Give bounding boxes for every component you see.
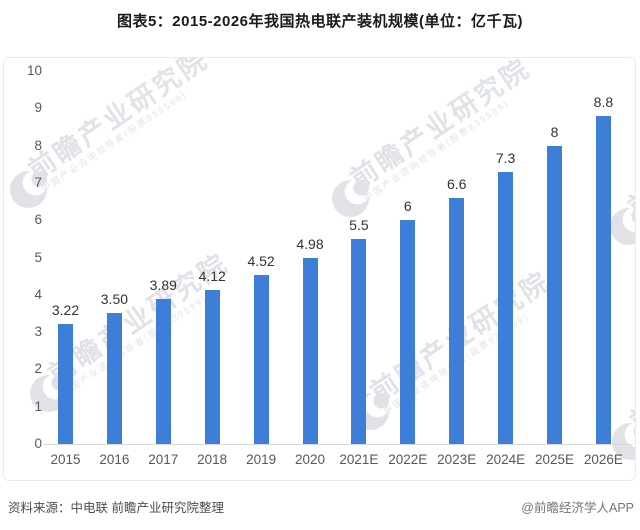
bar-value-label: 6 [403, 198, 412, 214]
bar-value-label: 4.98 [296, 236, 324, 252]
watermark-globe-icon [609, 207, 635, 246]
watermark-brand-text: 前瞻产业研究院 [23, 57, 214, 186]
bar [400, 220, 416, 444]
x-axis-label: 2021E [339, 452, 379, 467]
x-axis-label: 2019 [246, 452, 277, 467]
y-axis-label: 9 [34, 100, 42, 116]
watermark-brand-text: 前瞻产业研究院 [625, 295, 636, 438]
bar-value-label: 7.3 [495, 150, 516, 166]
chart-title: 图表5：2015-2026年我国热电联产装机规模(单位：亿千瓦) [116, 13, 524, 30]
y-axis-label: 3 [34, 324, 42, 340]
bar [547, 146, 562, 444]
x-axis-label: 2016 [99, 452, 130, 467]
bar-value-label: 4.52 [247, 253, 275, 269]
x-axis-label: 2017 [148, 452, 179, 467]
watermark-globe-icon [331, 179, 370, 218]
y-axis-label: 2 [34, 361, 42, 377]
bar-value-label: 3.50 [100, 291, 129, 307]
bar-value-label: 3.22 [51, 302, 80, 318]
watermark: 前瞻产业研究院中国产业咨询领导者(股票839599) [331, 58, 631, 218]
y-axis-label: 8 [34, 137, 42, 153]
bar-value-label: 3.89 [149, 277, 177, 293]
bar-value-label: 8 [550, 124, 559, 140]
x-axis-label: 2015 [50, 452, 81, 467]
y-axis-label: 5 [34, 249, 42, 265]
bar [595, 116, 611, 444]
bar [498, 172, 514, 444]
x-axis-line [44, 444, 633, 445]
bar [106, 313, 122, 444]
watermark: 前瞻产业研究院中国产业咨询领导者(股票839599) [9, 57, 309, 209]
x-axis-label: 2020 [294, 452, 326, 467]
x-axis-label: 2025E [534, 452, 575, 467]
x-axis-label: 2024E [486, 452, 526, 467]
bar-value-label: 6.6 [446, 176, 467, 192]
bar [58, 324, 73, 444]
bar [253, 275, 269, 444]
y-axis-label: 10 [26, 63, 42, 78]
y-axis-label: 6 [34, 212, 42, 228]
bar [302, 258, 318, 444]
bar [155, 299, 171, 444]
credit-note: @前瞻经济学人APP [521, 501, 634, 515]
x-axis-label: 2022E [388, 452, 428, 467]
x-axis-label: 2026E [583, 452, 623, 467]
bar [351, 239, 367, 444]
bar-value-label: 5.5 [349, 217, 369, 233]
source-note: 资料来源：中电联 前瞻产业研究院整理 [8, 501, 224, 515]
chart-area: 前瞻产业研究院 中国产业咨询领导者(股票839599) 前瞻产业研究院 中国产业咨询领… [3, 57, 636, 481]
bar-value-label: 8.8 [593, 94, 614, 110]
bar [449, 198, 465, 444]
y-axis-label: 0 [34, 436, 42, 451]
x-axis-label: 2023E [437, 452, 477, 467]
bar-value-label: 4.12 [198, 268, 226, 284]
y-axis-label: 4 [34, 286, 42, 302]
x-axis-label: 2018 [197, 452, 228, 467]
watermark-tagline-text: 中国产业咨询领导者(股票839599) [39, 89, 189, 195]
y-axis-label: 7 [34, 174, 42, 190]
bar [204, 290, 220, 444]
y-axis-label: 1 [34, 398, 42, 414]
